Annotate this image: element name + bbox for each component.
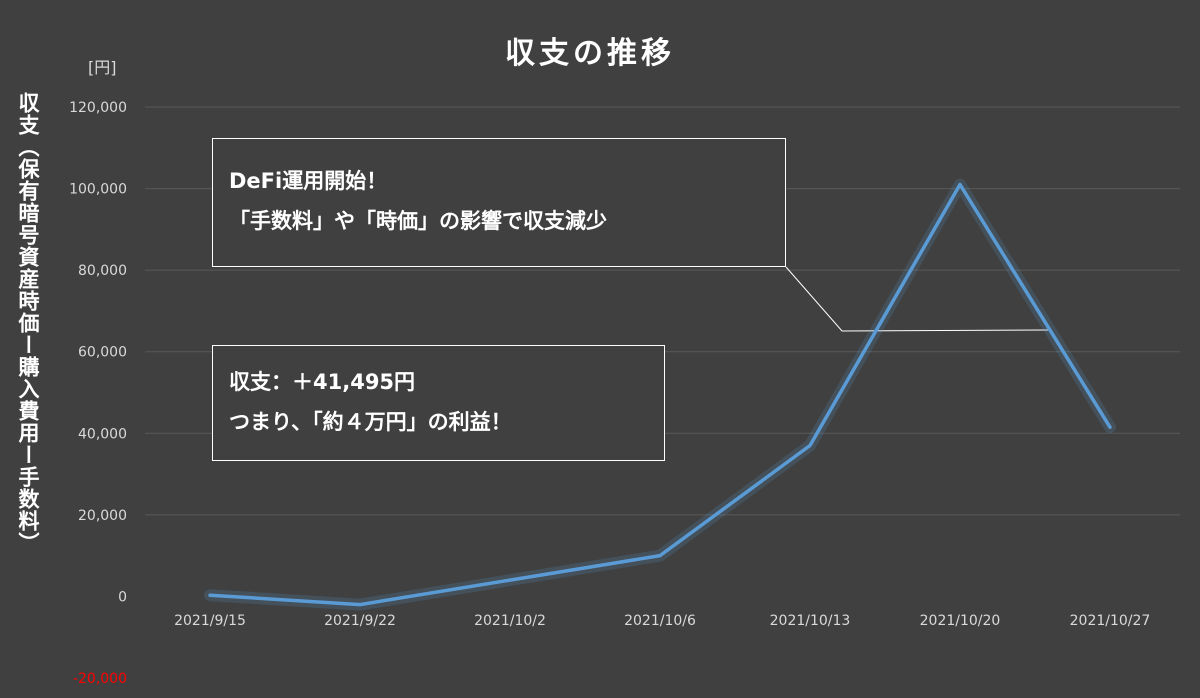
x-tick-label: 2021/10/6 bbox=[624, 613, 696, 629]
data-point bbox=[508, 578, 512, 582]
y-tick-label: 120,000 bbox=[69, 100, 127, 116]
data-series bbox=[204, 178, 1116, 611]
annotation-leader-line-path bbox=[785, 266, 1051, 332]
y-tick-label: 60,000 bbox=[78, 345, 127, 361]
annotation-defi-start: DeFi運用開始！ 「手数料」や「時価」の影響で収支減少 bbox=[212, 138, 786, 267]
chart-title: 収支の推移 bbox=[505, 36, 675, 71]
annotation-line: 「手数料」や「時価」の影響で収支減少 bbox=[229, 209, 607, 233]
y-tick-label: 80,000 bbox=[78, 263, 127, 279]
y-tick-label: 20,000 bbox=[78, 508, 127, 524]
y-tick-label: 40,000 bbox=[78, 426, 127, 442]
y-axis-unit-label: [円] bbox=[88, 58, 117, 77]
data-point bbox=[1108, 425, 1112, 429]
y-tick-label: -20,000 bbox=[73, 671, 127, 687]
data-point bbox=[208, 593, 212, 597]
y-axis-label: 収支（保有暗号資産時価ー購入費用ー手数料） bbox=[16, 92, 40, 554]
data-point bbox=[658, 554, 662, 558]
y-tick-label: 100,000 bbox=[69, 182, 127, 198]
y-axis-ticks: 120,000 100,000 80,000 60,000 40,000 20,000 0 -… bbox=[69, 100, 127, 687]
x-tick-label: 2021/10/13 bbox=[770, 613, 851, 629]
data-point bbox=[808, 444, 812, 448]
annotation-line: つまり、「約４万円」の利益！ bbox=[229, 410, 512, 434]
annotation-line: DeFi運用開始！ bbox=[229, 169, 388, 193]
y-tick-label: 0 bbox=[118, 589, 127, 605]
annotation-profit: 収支：＋41,495円 つまり、「約４万円」の利益！ bbox=[212, 345, 665, 461]
data-point bbox=[958, 182, 962, 186]
annotation-leader-line bbox=[785, 266, 1051, 332]
x-tick-label: 2021/10/20 bbox=[920, 613, 1001, 629]
annotation-line: 収支：＋41,495円 bbox=[229, 370, 416, 394]
x-tick-label: 2021/9/22 bbox=[324, 613, 396, 629]
data-point bbox=[358, 603, 362, 607]
x-axis-ticks: 2021/9/15 2021/9/22 2021/10/2 2021/10/6 2021… bbox=[174, 613, 1150, 629]
x-tick-label: 2021/10/27 bbox=[1070, 613, 1151, 629]
x-tick-label: 2021/9/15 bbox=[174, 613, 246, 629]
x-tick-label: 2021/10/2 bbox=[474, 613, 546, 629]
